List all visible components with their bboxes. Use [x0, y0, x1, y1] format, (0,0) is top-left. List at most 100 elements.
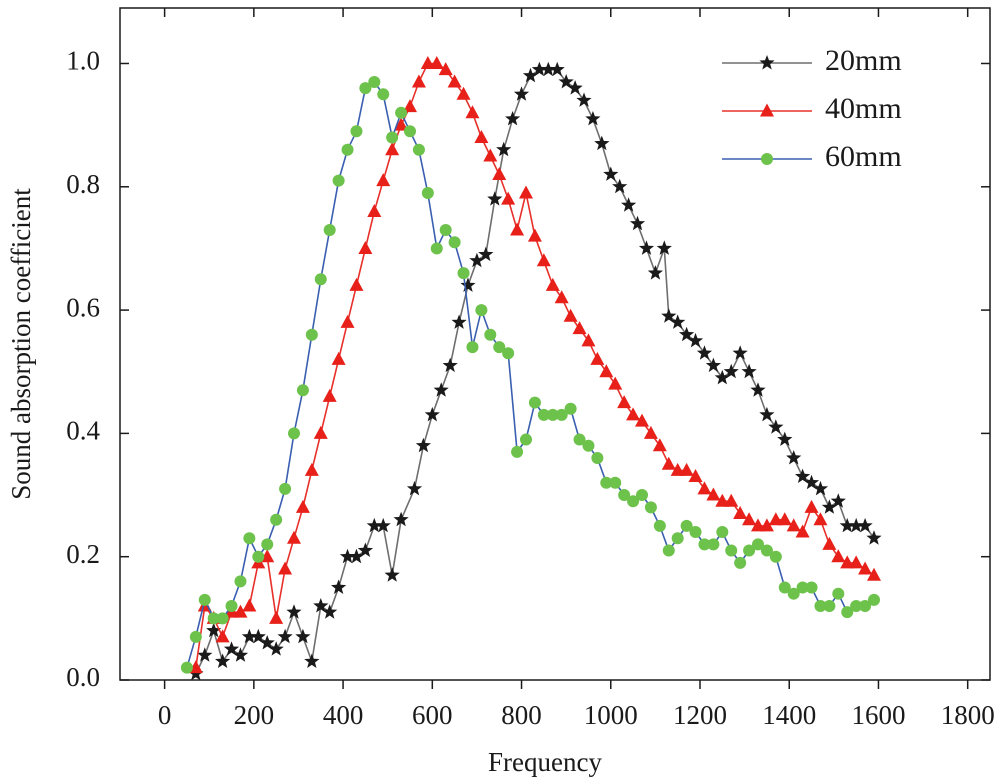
- triangle-marker: [233, 604, 248, 618]
- star-marker: [670, 314, 686, 329]
- circle-marker: [270, 513, 283, 526]
- legend-label: 40mm: [825, 92, 902, 125]
- star-marker: [496, 141, 512, 157]
- plot-frame: [119, 7, 991, 681]
- triangle-marker: [608, 376, 623, 390]
- star-marker: [866, 530, 882, 545]
- circle-marker: [198, 593, 211, 606]
- star-marker: [304, 653, 320, 668]
- circle-marker: [395, 106, 408, 119]
- circle-marker: [180, 661, 193, 674]
- circle-marker: [350, 125, 363, 138]
- star-marker: [505, 111, 521, 126]
- x-tick-label: 1600: [851, 700, 905, 730]
- triangle-marker: [822, 536, 837, 550]
- triangle-marker: [242, 598, 257, 612]
- triangle-marker: [768, 512, 783, 526]
- star-marker: [424, 406, 440, 422]
- star-marker: [621, 197, 637, 212]
- star-marker: [603, 166, 619, 181]
- series-line: [186, 80, 875, 668]
- circle-marker: [734, 556, 747, 569]
- star-marker: [460, 277, 476, 292]
- star-marker: [576, 92, 592, 107]
- triangle-marker: [501, 191, 516, 205]
- circle-marker: [448, 236, 461, 249]
- circle-marker: [823, 600, 836, 613]
- star-marker: [313, 598, 329, 613]
- star-marker: [723, 363, 739, 379]
- circle-marker: [778, 581, 791, 594]
- star-marker: [549, 61, 565, 77]
- triangle-marker: [643, 425, 658, 439]
- circle-marker: [493, 341, 506, 354]
- star-marker: [679, 326, 695, 342]
- circle-marker: [377, 88, 390, 101]
- star-marker: [795, 468, 811, 483]
- triangle-marker: [652, 438, 667, 452]
- star-marker: [839, 517, 855, 533]
- star-marker: [647, 265, 663, 280]
- star-marker: [656, 240, 672, 255]
- triangle-marker: [590, 351, 605, 365]
- circle-marker: [234, 575, 247, 588]
- circle-marker: [591, 452, 604, 465]
- triangle-marker: [519, 185, 533, 199]
- triangle-marker: [688, 469, 703, 483]
- triangle-marker: [831, 549, 846, 563]
- circle-marker: [439, 223, 452, 236]
- star-marker: [206, 622, 222, 638]
- circle-marker: [761, 153, 773, 165]
- triangle-marker: [867, 567, 881, 581]
- star-marker: [393, 511, 409, 527]
- x-axis-label: Frequency: [488, 747, 602, 777]
- triangle-marker: [545, 277, 560, 291]
- y-tick-label: 0.8: [66, 169, 100, 199]
- y-tick-label: 0.6: [66, 292, 100, 322]
- x-tick-label: 1200: [673, 700, 727, 730]
- star-marker: [759, 406, 775, 422]
- circle-marker: [743, 544, 756, 557]
- circle-marker: [600, 476, 613, 489]
- circle-marker: [537, 408, 550, 421]
- star-marker: [629, 215, 646, 231]
- triangle-marker: [733, 506, 748, 520]
- star-marker: [732, 345, 748, 360]
- triangle-marker: [304, 462, 319, 476]
- circle-marker: [859, 600, 872, 613]
- triangle-marker: [706, 487, 721, 501]
- x-tick-label: 200: [234, 700, 275, 730]
- star-marker: [415, 437, 431, 453]
- star-marker: [558, 74, 574, 89]
- x-tick-label: 1400: [762, 700, 816, 730]
- triangle-marker: [358, 240, 373, 254]
- triangle-marker: [438, 62, 453, 76]
- circle-marker: [216, 612, 229, 625]
- star-marker: [322, 604, 338, 619]
- triangle-marker: [483, 148, 498, 162]
- triangle-marker: [563, 308, 578, 322]
- triangle-marker: [447, 74, 462, 88]
- triangle-marker: [635, 413, 649, 427]
- star-marker: [857, 517, 873, 533]
- triangle-marker: [742, 512, 757, 526]
- circle-marker: [296, 384, 309, 397]
- star-marker: [759, 55, 775, 70]
- y-tick-label: 1.0: [66, 46, 100, 76]
- x-tick-label: 800: [501, 700, 542, 730]
- triangle-marker: [269, 610, 284, 624]
- triangle-marker: [858, 561, 873, 575]
- circle-marker: [618, 489, 631, 502]
- circle-marker: [546, 408, 559, 421]
- star-marker: [741, 363, 757, 379]
- triangle-marker: [385, 142, 400, 156]
- triangle-marker: [465, 105, 480, 119]
- circle-marker: [484, 328, 497, 341]
- star-marker: [375, 517, 391, 533]
- circle-marker: [528, 396, 541, 409]
- triangle-marker: [724, 493, 739, 507]
- circle-marker: [814, 600, 827, 613]
- star-marker: [339, 548, 356, 564]
- legend-label: 60mm: [825, 140, 902, 173]
- circle-marker: [689, 526, 702, 539]
